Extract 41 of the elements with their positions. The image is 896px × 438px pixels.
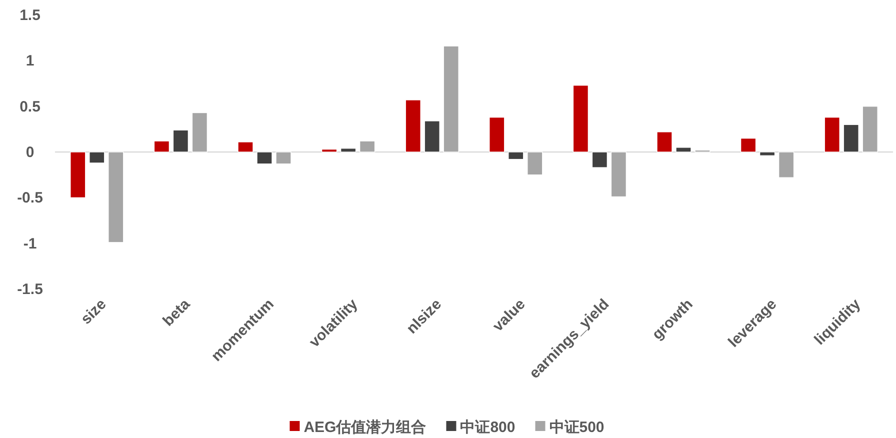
bar — [192, 112, 208, 152]
bar — [276, 152, 292, 164]
y-tick-label: 1 — [26, 52, 34, 70]
bar — [108, 152, 124, 243]
bar — [824, 116, 840, 152]
x-tick-label: size — [78, 296, 110, 328]
bar — [405, 100, 421, 152]
bar — [443, 46, 459, 152]
legend-label: AEG估值潜力组合 — [304, 419, 426, 436]
bar — [843, 124, 859, 152]
bar — [340, 148, 356, 152]
bar — [256, 152, 272, 164]
bar — [862, 106, 878, 152]
bar — [424, 120, 440, 152]
bar — [70, 152, 86, 198]
bar — [656, 132, 672, 152]
bar — [759, 152, 776, 156]
bar — [508, 152, 524, 160]
bar — [592, 152, 608, 168]
legend-label: 中证500 — [549, 419, 604, 436]
y-tick-label: 1.5 — [20, 7, 40, 24]
bar — [359, 140, 376, 152]
y-tick-label: 0 — [26, 144, 34, 161]
y-tick-label: 0.5 — [20, 98, 40, 116]
legend-label: 中证800 — [460, 419, 516, 436]
bar — [321, 148, 338, 152]
bar — [172, 130, 189, 152]
y-tick-label: -0.5 — [17, 190, 43, 207]
y-tick-label: -1 — [23, 235, 37, 252]
bar — [489, 116, 505, 152]
x-tick-label: beta — [160, 295, 194, 330]
bar — [778, 152, 794, 178]
bar — [676, 147, 692, 152]
bar — [154, 140, 170, 152]
bar — [238, 142, 254, 152]
bar — [610, 152, 627, 198]
y-tick-label: -1.5 — [17, 281, 43, 298]
bar — [572, 84, 589, 152]
bar — [527, 152, 543, 176]
bar — [740, 138, 756, 152]
bar — [89, 152, 105, 164]
